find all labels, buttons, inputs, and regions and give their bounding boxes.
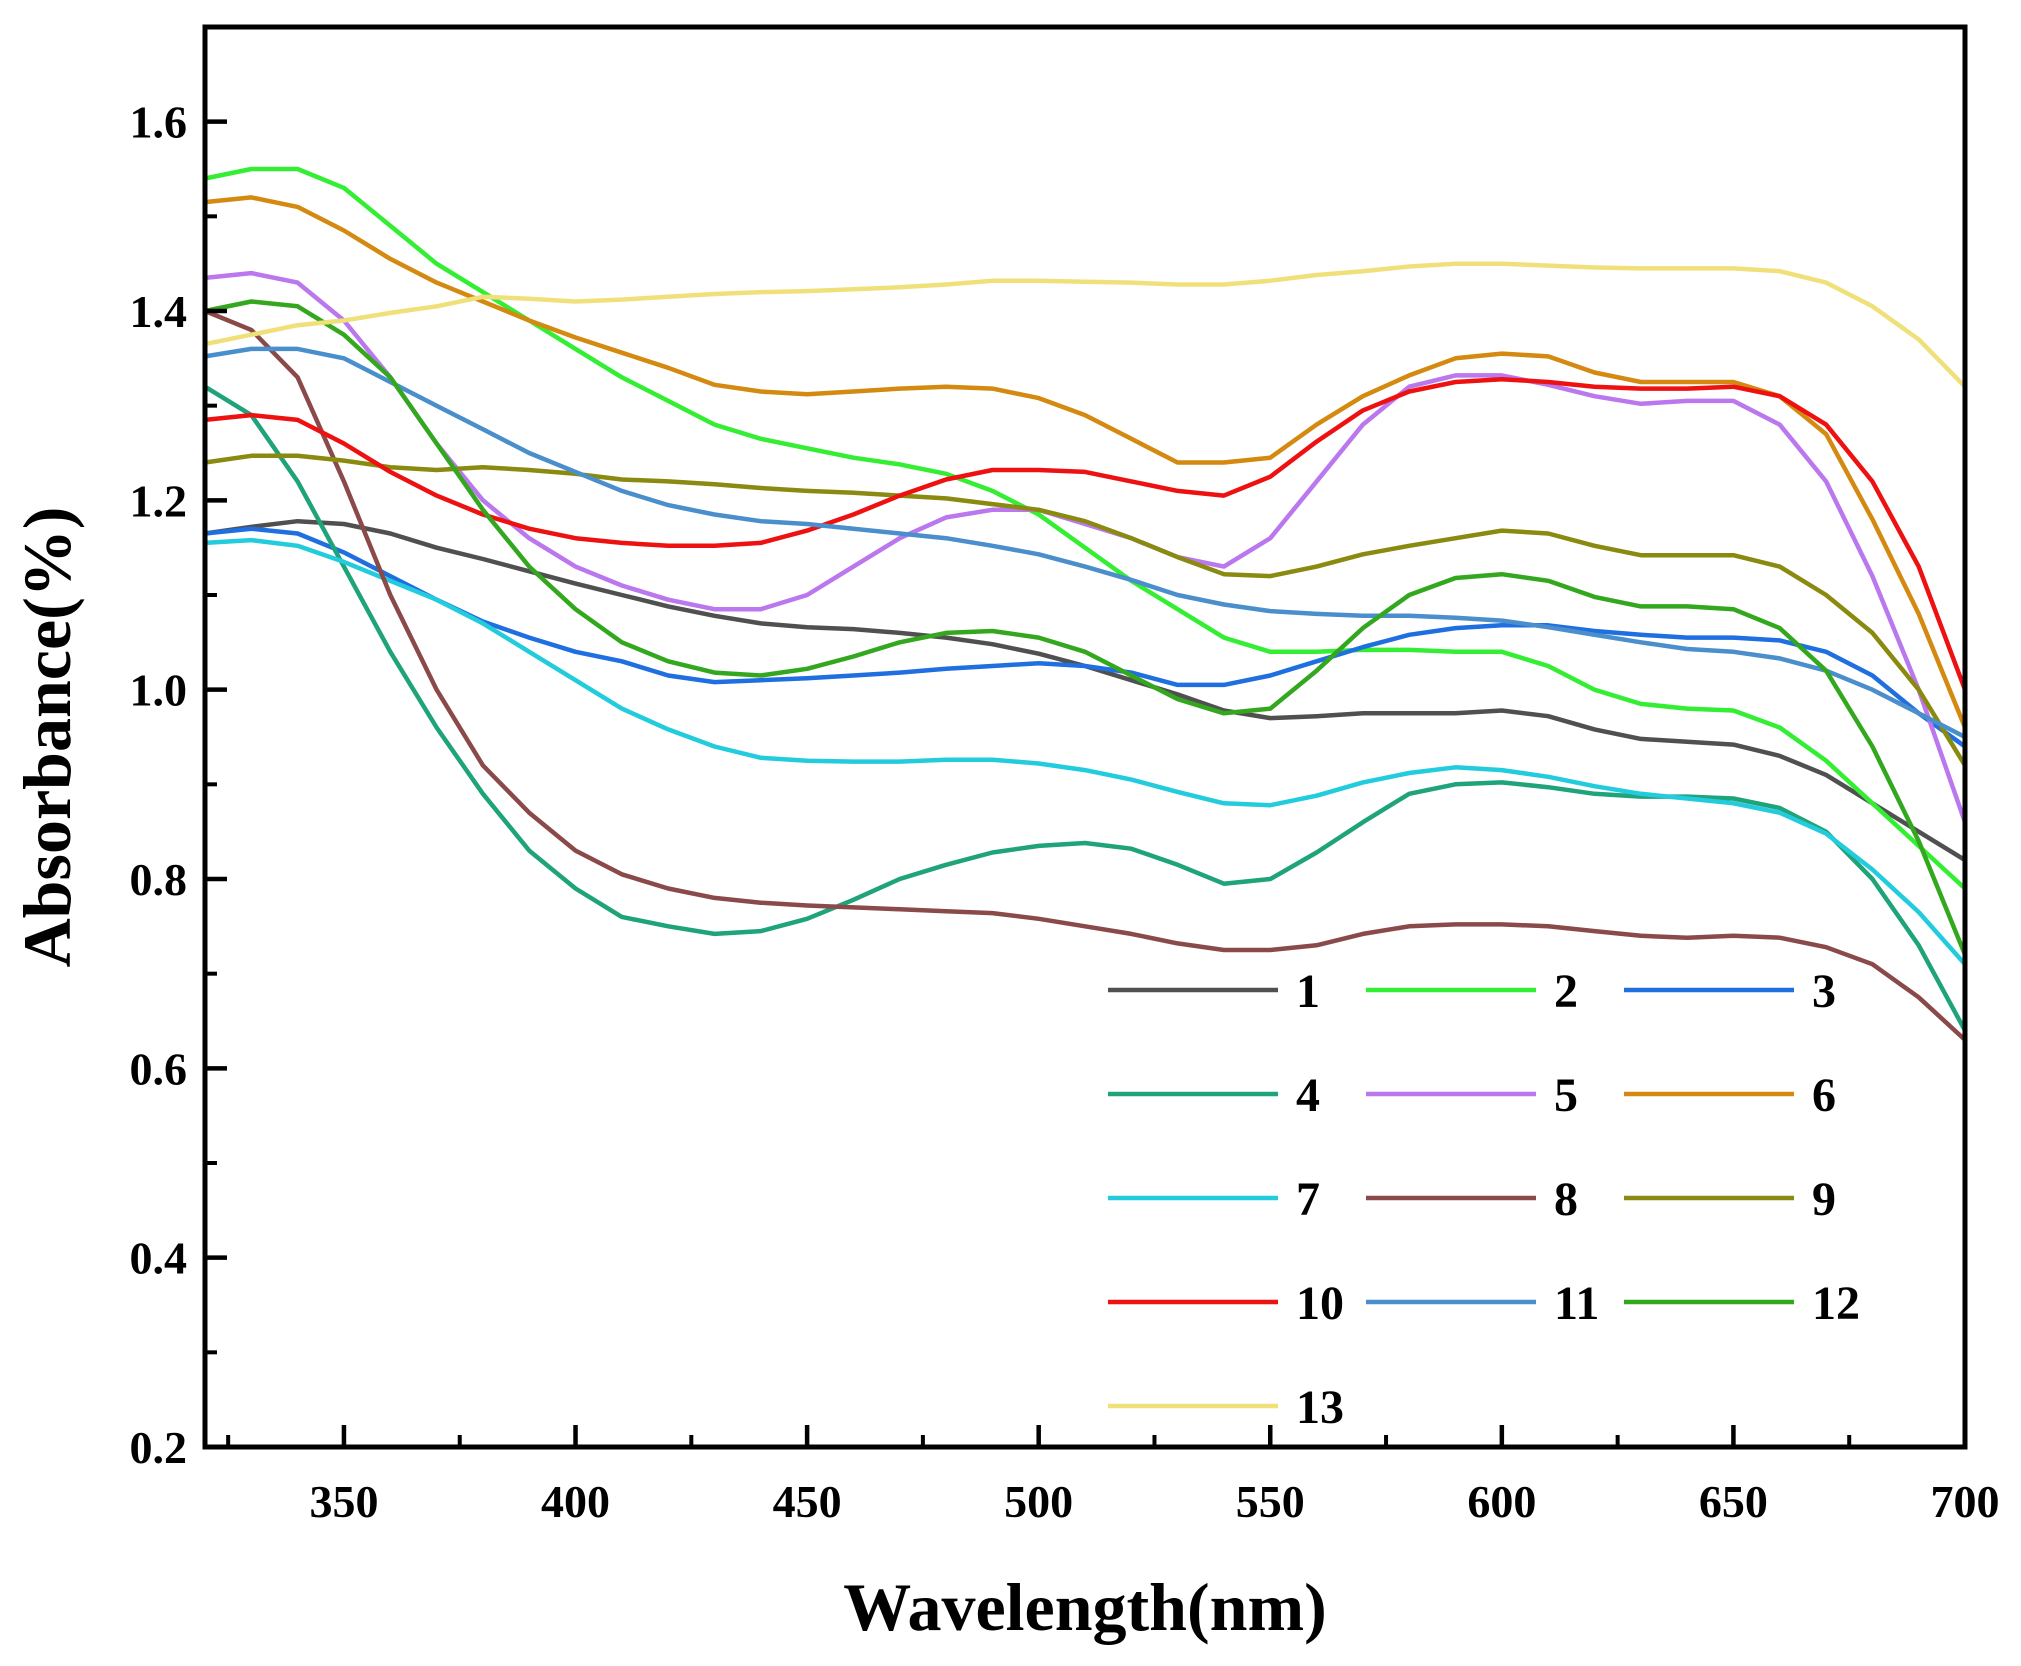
y-tick-label: 1.6 (130, 97, 188, 148)
series-layer (202, 166, 1968, 1043)
series-line-8 (202, 308, 1968, 1043)
series-line-7 (202, 537, 1968, 967)
series-line-5 (202, 270, 1968, 825)
legend-label: 11 (1554, 1277, 1599, 1330)
y-tick-label: 0.8 (130, 854, 188, 905)
y-axis-title: Absorbance(%) (9, 507, 85, 968)
y-tick-label: 1.4 (130, 286, 188, 337)
series-line-9 (202, 453, 1968, 768)
series-line-1 (202, 518, 1968, 863)
y-tick-label: 0.4 (130, 1233, 188, 1284)
legend-label: 8 (1554, 1173, 1578, 1226)
legend-label: 3 (1812, 965, 1836, 1018)
x-tick-label: 700 (1931, 1476, 2000, 1527)
legend-item-8: 8 (1366, 1173, 1578, 1226)
legend-item-10: 10 (1108, 1277, 1344, 1330)
legend-label: 13 (1296, 1381, 1344, 1434)
legend-label: 1 (1296, 965, 1320, 1018)
legend-item-12: 12 (1624, 1277, 1860, 1330)
series-line-6 (202, 195, 1968, 730)
axis-ticks: 350 400 450 500 550 600 650 700 0.2 0.4 0.6 0.8 1.0 1… (130, 25, 2000, 1527)
x-axis-title: Wavelength(nm) (843, 1569, 1327, 1645)
legend-item-13: 13 (1108, 1381, 1344, 1434)
legend-label: 7 (1296, 1173, 1320, 1226)
series-line-2 (202, 166, 1968, 891)
x-tick-label: 500 (1004, 1476, 1073, 1527)
legend-item-3: 3 (1624, 965, 1836, 1018)
legend-label: 9 (1812, 1173, 1836, 1226)
legend-item-5: 5 (1366, 1069, 1578, 1122)
x-tick-label: 650 (1699, 1476, 1768, 1527)
legend-label: 2 (1554, 965, 1578, 1018)
y-tick-label: 1.2 (130, 475, 188, 526)
series-line-12 (202, 299, 1968, 957)
x-tick-label: 400 (541, 1476, 610, 1527)
legend-label: 4 (1296, 1069, 1320, 1122)
legend-label: 6 (1812, 1069, 1836, 1122)
series-line-3 (202, 526, 1968, 749)
y-tick-label: 1.0 (130, 665, 188, 716)
y-tick-label: 0.2 (130, 1422, 188, 1473)
legend-label: 5 (1554, 1069, 1578, 1122)
legend-item-11: 11 (1366, 1277, 1599, 1330)
series-line-10 (202, 376, 1968, 692)
plot-frame (202, 24, 1968, 1450)
legend-item-1: 1 (1108, 965, 1320, 1018)
x-tick-label: 450 (773, 1476, 842, 1527)
x-tick-label: 350 (309, 1476, 378, 1527)
x-tick-label: 550 (1236, 1476, 1305, 1527)
legend-item-9: 9 (1624, 1173, 1836, 1226)
legend-label: 10 (1296, 1277, 1344, 1330)
legend-item-6: 6 (1624, 1069, 1836, 1122)
legend-item-4: 4 (1108, 1069, 1320, 1122)
x-tick-label: 600 (1467, 1476, 1536, 1527)
legend-item-2: 2 (1366, 965, 1578, 1018)
legend-item-7: 7 (1108, 1173, 1320, 1226)
y-tick-label: 0.6 (130, 1043, 188, 1094)
legend-label: 12 (1812, 1277, 1860, 1330)
series-line-13 (202, 261, 1968, 389)
series-line-11 (202, 346, 1968, 740)
